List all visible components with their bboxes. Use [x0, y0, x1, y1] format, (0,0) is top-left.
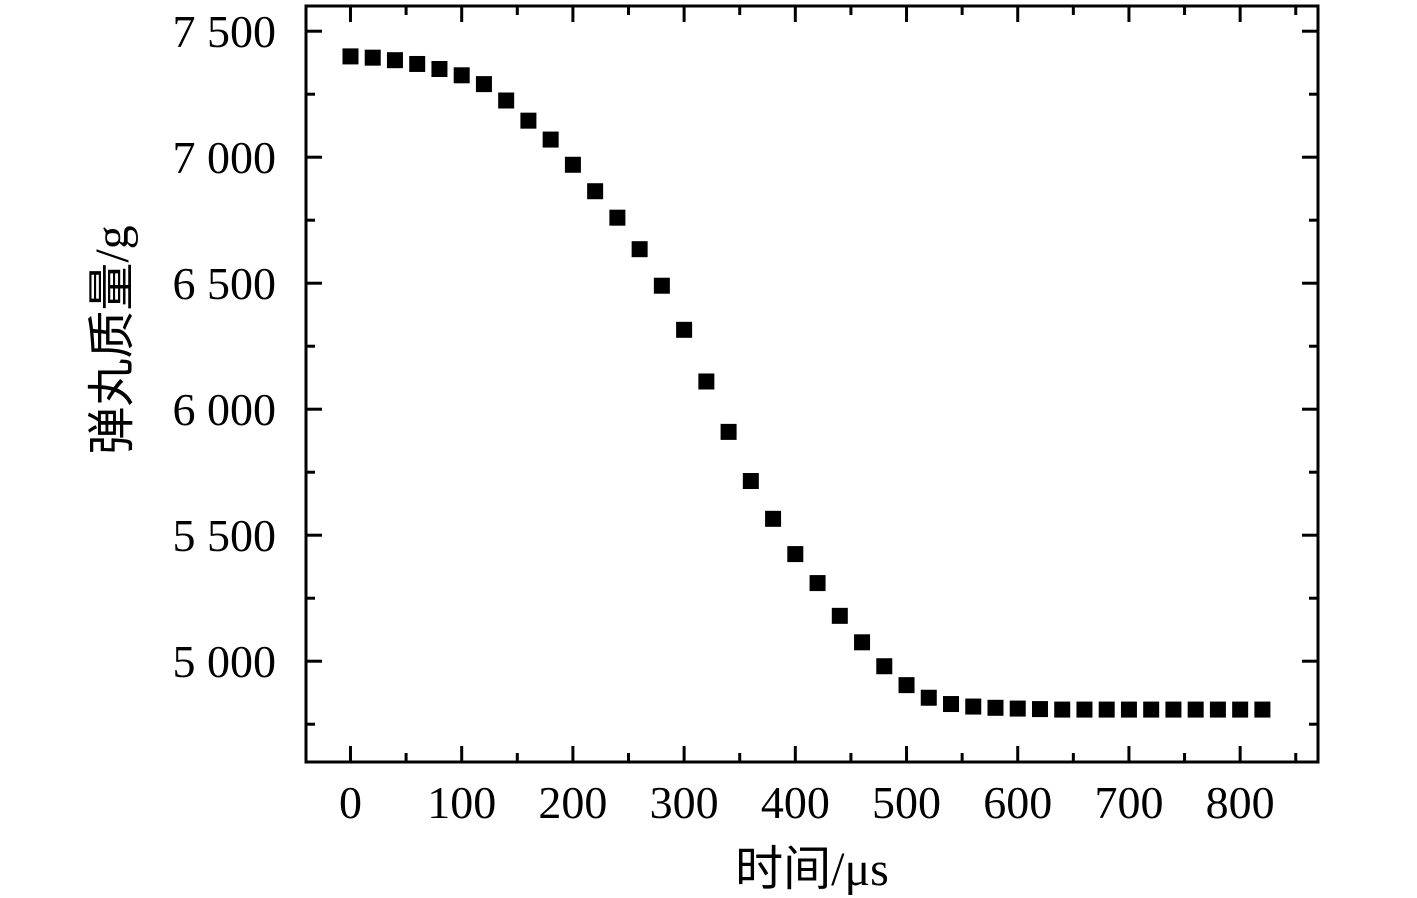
data-point: [1120, 701, 1137, 718]
x-tick-label: 100: [427, 777, 496, 828]
data-point: [1165, 701, 1182, 718]
data-point: [453, 67, 470, 84]
y-tick-label: 5 000: [173, 636, 277, 687]
data-point: [1209, 701, 1226, 718]
data-point: [564, 156, 581, 173]
data-point: [1254, 701, 1271, 718]
data-point: [587, 183, 604, 200]
data-point: [1187, 701, 1204, 718]
x-tick-label: 300: [650, 777, 719, 828]
x-tick-label: 500: [872, 777, 941, 828]
data-point: [342, 48, 359, 65]
y-axis-label: 弹丸质量/g: [86, 225, 139, 454]
data-point: [965, 698, 982, 715]
data-point: [475, 76, 492, 93]
x-tick-label: 600: [983, 777, 1052, 828]
data-point: [520, 112, 537, 129]
data-point: [1054, 701, 1071, 718]
x-tick-label: 400: [761, 777, 830, 828]
tick-labels: 0 100 200 300 400 500 600 700 800 5 000 5 500 6 000…: [173, 6, 1275, 828]
data-point: [787, 546, 804, 563]
data-point: [1098, 701, 1115, 718]
y-tick-label: 6 000: [173, 384, 277, 435]
y-tick-label: 5 500: [173, 510, 277, 561]
x-tick-label: 200: [538, 777, 607, 828]
data-point: [386, 52, 403, 69]
data-point: [943, 696, 960, 713]
y-tick-label: 7 500: [173, 6, 277, 57]
y-tick-label: 6 500: [173, 258, 277, 309]
data-point: [876, 658, 893, 675]
data-point: [409, 55, 426, 72]
data-point: [676, 321, 693, 338]
data-point: [920, 689, 937, 706]
data-point: [742, 473, 759, 490]
data-point: [854, 634, 871, 651]
data-point: [498, 92, 515, 109]
data-point: [1076, 701, 1093, 718]
data-points: [342, 48, 1271, 718]
data-point: [898, 677, 915, 694]
data-point: [631, 241, 648, 258]
data-point: [542, 131, 559, 148]
data-point: [431, 61, 448, 77]
x-tick-label: 700: [1094, 777, 1163, 828]
data-point: [609, 209, 626, 226]
data-point: [831, 607, 848, 624]
data-point: [720, 423, 737, 440]
data-point: [765, 510, 782, 527]
x-axis-label: 时间/μs: [735, 843, 889, 896]
data-point: [653, 277, 670, 294]
x-tick-label: 0: [339, 777, 362, 828]
y-tick-label: 7 000: [173, 132, 277, 183]
data-point: [1143, 701, 1160, 718]
data-point: [1031, 701, 1048, 718]
data-point: [987, 699, 1004, 716]
x-tick-label: 800: [1206, 777, 1275, 828]
data-point: [1009, 700, 1026, 717]
data-point: [809, 575, 826, 592]
data-point: [1232, 701, 1249, 718]
data-point: [698, 373, 715, 390]
data-point: [364, 49, 381, 66]
axis-ticks: [306, 6, 1318, 762]
plot-frame: [304, 4, 1320, 764]
